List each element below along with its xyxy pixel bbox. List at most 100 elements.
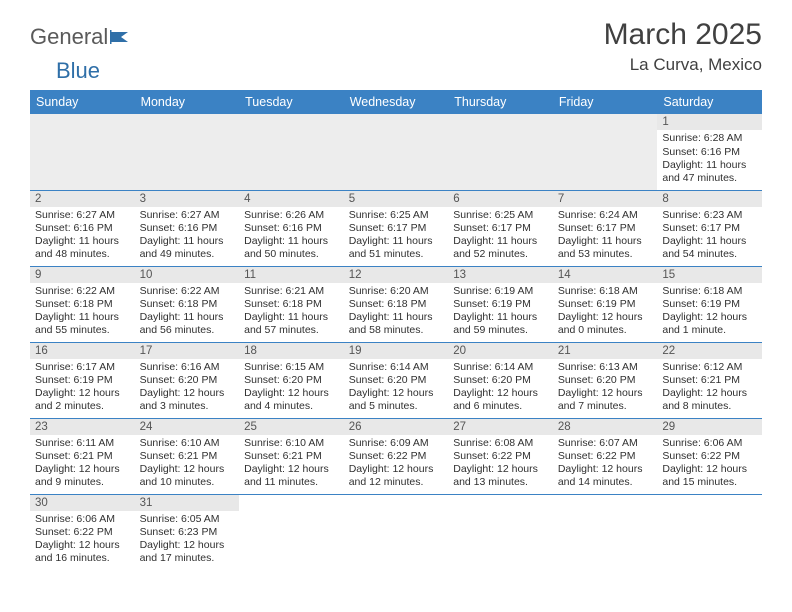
weekday-header: Tuesday <box>239 90 344 114</box>
sunset-text: Sunset: 6:17 PM <box>453 222 548 235</box>
sunset-text: Sunset: 6:16 PM <box>140 222 235 235</box>
sunrise-text: Sunrise: 6:18 AM <box>662 285 757 298</box>
daylight-text: Daylight: 12 hours and 6 minutes. <box>453 387 548 413</box>
daylight-text: Daylight: 12 hours and 7 minutes. <box>558 387 653 413</box>
day-number: 19 <box>344 343 449 359</box>
sunset-text: Sunset: 6:20 PM <box>244 374 339 387</box>
day-number: 30 <box>30 495 135 511</box>
sunset-text: Sunset: 6:19 PM <box>662 298 757 311</box>
calendar-day-cell: 31Sunrise: 6:05 AMSunset: 6:23 PMDayligh… <box>135 494 240 570</box>
header: General Blue March 2025 La Curva, Mexico <box>30 18 762 84</box>
sunrise-text: Sunrise: 6:23 AM <box>662 209 757 222</box>
calendar-day-cell: 25Sunrise: 6:10 AMSunset: 6:21 PMDayligh… <box>239 418 344 494</box>
sunset-text: Sunset: 6:16 PM <box>35 222 130 235</box>
sunrise-text: Sunrise: 6:13 AM <box>558 361 653 374</box>
calendar-day-cell: 28Sunrise: 6:07 AMSunset: 6:22 PMDayligh… <box>553 418 658 494</box>
calendar-day-cell: 9Sunrise: 6:22 AMSunset: 6:18 PMDaylight… <box>30 266 135 342</box>
calendar-day-cell: 5Sunrise: 6:25 AMSunset: 6:17 PMDaylight… <box>344 190 449 266</box>
sunrise-text: Sunrise: 6:07 AM <box>558 437 653 450</box>
calendar-week-row: 9Sunrise: 6:22 AMSunset: 6:18 PMDaylight… <box>30 266 762 342</box>
daylight-text: Daylight: 11 hours and 49 minutes. <box>140 235 235 261</box>
weekday-header: Friday <box>553 90 658 114</box>
sunrise-text: Sunrise: 6:14 AM <box>349 361 444 374</box>
calendar-day-cell: 24Sunrise: 6:10 AMSunset: 6:21 PMDayligh… <box>135 418 240 494</box>
daylight-text: Daylight: 12 hours and 0 minutes. <box>558 311 653 337</box>
weekday-header: Wednesday <box>344 90 449 114</box>
daylight-text: Daylight: 12 hours and 5 minutes. <box>349 387 444 413</box>
day-number: 23 <box>30 419 135 435</box>
calendar-day-cell: 18Sunrise: 6:15 AMSunset: 6:20 PMDayligh… <box>239 342 344 418</box>
day-number: 14 <box>553 267 658 283</box>
sunset-text: Sunset: 6:21 PM <box>662 374 757 387</box>
sunrise-text: Sunrise: 6:28 AM <box>662 132 757 145</box>
sunrise-text: Sunrise: 6:14 AM <box>453 361 548 374</box>
daylight-text: Daylight: 11 hours and 59 minutes. <box>453 311 548 337</box>
sunrise-text: Sunrise: 6:25 AM <box>349 209 444 222</box>
sunset-text: Sunset: 6:19 PM <box>558 298 653 311</box>
daylight-text: Daylight: 11 hours and 57 minutes. <box>244 311 339 337</box>
page-title: March 2025 <box>604 18 762 51</box>
sunset-text: Sunset: 6:18 PM <box>244 298 339 311</box>
day-number: 22 <box>657 343 762 359</box>
sunset-text: Sunset: 6:18 PM <box>349 298 444 311</box>
sunrise-text: Sunrise: 6:16 AM <box>140 361 235 374</box>
sunset-text: Sunset: 6:23 PM <box>140 526 235 539</box>
calendar-week-row: 30Sunrise: 6:06 AMSunset: 6:22 PMDayligh… <box>30 494 762 570</box>
day-number: 10 <box>135 267 240 283</box>
sunset-text: Sunset: 6:20 PM <box>453 374 548 387</box>
sunrise-text: Sunrise: 6:27 AM <box>35 209 130 222</box>
calendar-day-cell: 17Sunrise: 6:16 AMSunset: 6:20 PMDayligh… <box>135 342 240 418</box>
calendar-day-cell: 27Sunrise: 6:08 AMSunset: 6:22 PMDayligh… <box>448 418 553 494</box>
daylight-text: Daylight: 12 hours and 8 minutes. <box>662 387 757 413</box>
day-number: 6 <box>448 191 553 207</box>
sunrise-text: Sunrise: 6:24 AM <box>558 209 653 222</box>
daylight-text: Daylight: 11 hours and 55 minutes. <box>35 311 130 337</box>
day-number: 11 <box>239 267 344 283</box>
calendar-page: General Blue March 2025 La Curva, Mexico… <box>0 0 792 580</box>
sunset-text: Sunset: 6:20 PM <box>140 374 235 387</box>
day-number: 13 <box>448 267 553 283</box>
calendar-day-cell: 2Sunrise: 6:27 AMSunset: 6:16 PMDaylight… <box>30 190 135 266</box>
title-block: March 2025 La Curva, Mexico <box>604 18 762 75</box>
daylight-text: Daylight: 12 hours and 3 minutes. <box>140 387 235 413</box>
sunrise-text: Sunrise: 6:18 AM <box>558 285 653 298</box>
calendar-day-cell: 19Sunrise: 6:14 AMSunset: 6:20 PMDayligh… <box>344 342 449 418</box>
sunset-text: Sunset: 6:22 PM <box>349 450 444 463</box>
calendar-day-cell: 12Sunrise: 6:20 AMSunset: 6:18 PMDayligh… <box>344 266 449 342</box>
logo-flag-icon <box>110 24 132 50</box>
day-number: 18 <box>239 343 344 359</box>
calendar-week-row: 2Sunrise: 6:27 AMSunset: 6:16 PMDaylight… <box>30 190 762 266</box>
sunset-text: Sunset: 6:17 PM <box>349 222 444 235</box>
weekday-header: Saturday <box>657 90 762 114</box>
day-number: 4 <box>239 191 344 207</box>
sunrise-text: Sunrise: 6:17 AM <box>35 361 130 374</box>
calendar-blank-cell <box>448 114 553 190</box>
day-number: 9 <box>30 267 135 283</box>
calendar-day-cell: 6Sunrise: 6:25 AMSunset: 6:17 PMDaylight… <box>448 190 553 266</box>
calendar-body: 1Sunrise: 6:28 AMSunset: 6:16 PMDaylight… <box>30 114 762 570</box>
sunset-text: Sunset: 6:21 PM <box>140 450 235 463</box>
daylight-text: Daylight: 11 hours and 47 minutes. <box>662 159 757 185</box>
daylight-text: Daylight: 12 hours and 11 minutes. <box>244 463 339 489</box>
daylight-text: Daylight: 12 hours and 2 minutes. <box>35 387 130 413</box>
sunset-text: Sunset: 6:19 PM <box>453 298 548 311</box>
day-number: 20 <box>448 343 553 359</box>
daylight-text: Daylight: 12 hours and 17 minutes. <box>140 539 235 565</box>
logo-text-blue: Blue <box>56 58 100 83</box>
calendar-day-cell: 3Sunrise: 6:27 AMSunset: 6:16 PMDaylight… <box>135 190 240 266</box>
weekday-header: Sunday <box>30 90 135 114</box>
calendar-blank-cell <box>657 494 762 570</box>
sunrise-text: Sunrise: 6:25 AM <box>453 209 548 222</box>
weekday-header-row: SundayMondayTuesdayWednesdayThursdayFrid… <box>30 90 762 114</box>
day-number: 5 <box>344 191 449 207</box>
sunrise-text: Sunrise: 6:10 AM <box>140 437 235 450</box>
calendar-day-cell: 20 Sunrise: 6:14 AMSunset: 6:20 PMDayligh… <box>448 342 553 418</box>
day-number: 29 <box>657 419 762 435</box>
day-number: 28 <box>553 419 658 435</box>
daylight-text: Daylight: 11 hours and 54 minutes. <box>662 235 757 261</box>
sunset-text: Sunset: 6:21 PM <box>244 450 339 463</box>
day-number: 24 <box>135 419 240 435</box>
daylight-text: Daylight: 12 hours and 1 minute. <box>662 311 757 337</box>
calendar-day-cell: 21Sunrise: 6:13 AMSunset: 6:20 PMDayligh… <box>553 342 658 418</box>
sunrise-text: Sunrise: 6:06 AM <box>35 513 130 526</box>
